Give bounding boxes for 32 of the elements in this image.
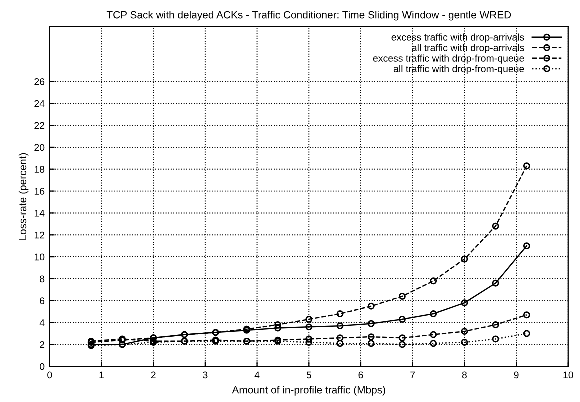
x-tick-label: 10: [564, 372, 574, 379]
x-axis-title: Amount of in-profile traffic (Mbps): [232, 386, 386, 396]
legend-label: all traffic with drop-from-queue: [394, 65, 524, 74]
x-tick-label: 9: [514, 372, 519, 379]
y-tick-label: 12: [34, 232, 45, 239]
x-tick-label: 7: [410, 372, 416, 379]
legend-label: excess traffic with drop-from-queue: [373, 54, 524, 64]
x-tick-label: 5: [306, 372, 312, 379]
y-tick-label: 6: [40, 298, 45, 304]
y-tick-label: 22: [34, 122, 45, 130]
legend-label: all traffic with drop-arrivals: [412, 44, 524, 54]
y-tick-label: 24: [34, 100, 45, 108]
y-tick-label: 4: [40, 320, 45, 326]
x-tick-label: 6: [358, 372, 364, 379]
y-tick-label: 0: [40, 363, 45, 370]
x-tick-label: 4: [254, 372, 260, 379]
y-tick-label: 2: [40, 341, 45, 348]
x-tick-label: 8: [462, 372, 467, 379]
y-tick-label: 16: [34, 188, 45, 195]
x-tick-label: 0: [48, 372, 52, 379]
x-tick-label: 2: [151, 372, 156, 379]
x-tick-label: 3: [203, 372, 208, 379]
y-tick-label: 10: [34, 254, 45, 261]
legend-label: excess traffic with drop-arrivals: [392, 34, 524, 43]
y-tick-label: 26: [34, 78, 45, 86]
x-tick-label: 1: [100, 372, 104, 379]
y-tick-label: 20: [34, 144, 45, 152]
y-tick-label: 18: [34, 166, 45, 174]
chart-title: TCP Sack with delayed ACKs - Traffic Conditioner: Time Sliding Window - gentle WRED: [106, 11, 512, 21]
y-tick-label: 8: [40, 276, 45, 283]
y-axis-title: Loss-rate (percent): [18, 153, 29, 240]
y-tick-label: 14: [34, 210, 45, 217]
